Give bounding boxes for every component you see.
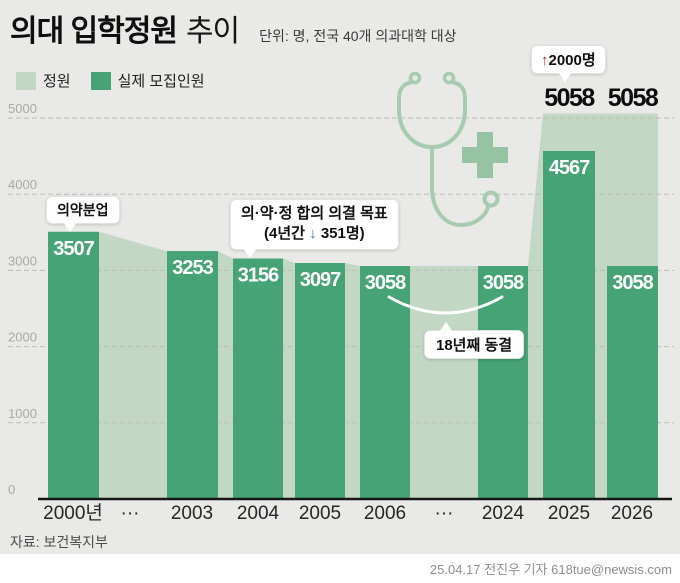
actual-bar-2003: [167, 251, 218, 499]
legend-item-quota: 정원: [16, 70, 71, 91]
bar-value-label: 3058: [483, 272, 524, 294]
legend-item-actual: 실제 모집인원: [90, 70, 205, 91]
bubble-tail: [439, 322, 453, 332]
quota-swatch: [16, 71, 36, 90]
actual-bar-2005: [295, 263, 345, 499]
annotation-increase-text: 2000명: [548, 52, 596, 69]
bar-value-label: 3058: [612, 272, 653, 294]
x-axis-label: 2005: [299, 503, 341, 524]
y-tick-label: 4000: [8, 177, 37, 192]
bubble-tail: [63, 222, 77, 232]
actual-bar-2004: [233, 258, 283, 499]
bubble-tail: [243, 247, 257, 258]
annotation-freeze-text: 18년째 동결: [436, 337, 513, 354]
y-tick-label: 5000: [8, 101, 37, 116]
x-axis-label: 2024: [482, 503, 525, 524]
bar-value-label: 3507: [53, 238, 94, 260]
page-title: 의대 입학정원: [10, 15, 178, 48]
bar-value-label: 3097: [300, 269, 341, 291]
up-arrow-icon: ↑: [541, 52, 549, 69]
header: 의대 입학정원 추이 단위: 명, 전국 40개 의과대학 대상: [10, 6, 457, 50]
bar-value-label: 4567: [549, 157, 590, 179]
actual-label: 실제 모집인원: [117, 73, 205, 90]
bubble-tail: [558, 72, 572, 82]
actual-swatch: [90, 71, 111, 90]
x-axis-label: 2000년: [43, 502, 103, 524]
actual-bar-2000년: [48, 231, 99, 500]
x-axis-label: 2026: [611, 503, 653, 524]
x-axis-label: 2003: [171, 503, 213, 524]
x-axis-label: ···: [121, 503, 140, 524]
x-axis-label: ···: [435, 503, 454, 524]
x-axis-label: 2006: [364, 503, 406, 524]
annotation-drug-separation-text: 의약분업: [57, 202, 109, 218]
bar-value-label: 3156: [238, 265, 279, 287]
credit-line: 25.04.17 전진우 기자 618tue@newsis.com: [429, 562, 672, 577]
y-tick-label: 3000: [8, 253, 37, 268]
y-tick-label: 2000: [8, 330, 37, 345]
actual-bar-2006: [360, 266, 410, 499]
freeze-arc: [387, 295, 504, 315]
bar-chart: 0 1000 2000 3000 4000 5000 3507 3253 3156 3097 305…: [8, 84, 674, 524]
legend: 정원 실제 모집인원: [16, 70, 205, 91]
bar-value-label: 3253: [172, 257, 213, 279]
unit-note: 단위: 명, 전국 40개 의과대학 대상: [259, 28, 457, 44]
annotation-drug-separation: 의약분업: [46, 196, 120, 232]
down-arrow-icon: ↓: [309, 225, 317, 243]
actual-bar-2025: [543, 151, 595, 499]
quota-value-label: 5058: [608, 84, 659, 112]
annotation-increase: ↑2000명: [531, 45, 606, 82]
source-note: 자료: 보건복지부: [10, 534, 108, 550]
x-axis-label: 2025: [548, 503, 590, 524]
bar-value-label: 3058: [365, 272, 406, 294]
annotation-agreement-line1: 의·약·정 합의 의결 목표: [241, 205, 388, 222]
annotation-agreement-target: 의·약·정 합의 의결 목표 (4년간 ↓ 351명): [230, 199, 399, 258]
page-title-suffix: 추이: [185, 15, 240, 48]
actual-bar-2024: [478, 266, 528, 499]
y-tick-label: 0: [8, 482, 15, 497]
footer-strip: 25.04.17 전진우 기자 618tue@newsis.com: [0, 554, 680, 583]
x-axis-label: 2004: [237, 503, 280, 524]
annotation-freeze: 18년째 동결: [424, 322, 525, 359]
annotation-agreement-line2: (4년간 ↓ 351명): [264, 225, 365, 243]
quota-value-label: 5058: [544, 84, 595, 112]
y-tick-label: 1000: [8, 406, 37, 421]
actual-bar-2026: [607, 266, 658, 499]
quota-label: 정원: [43, 73, 71, 90]
